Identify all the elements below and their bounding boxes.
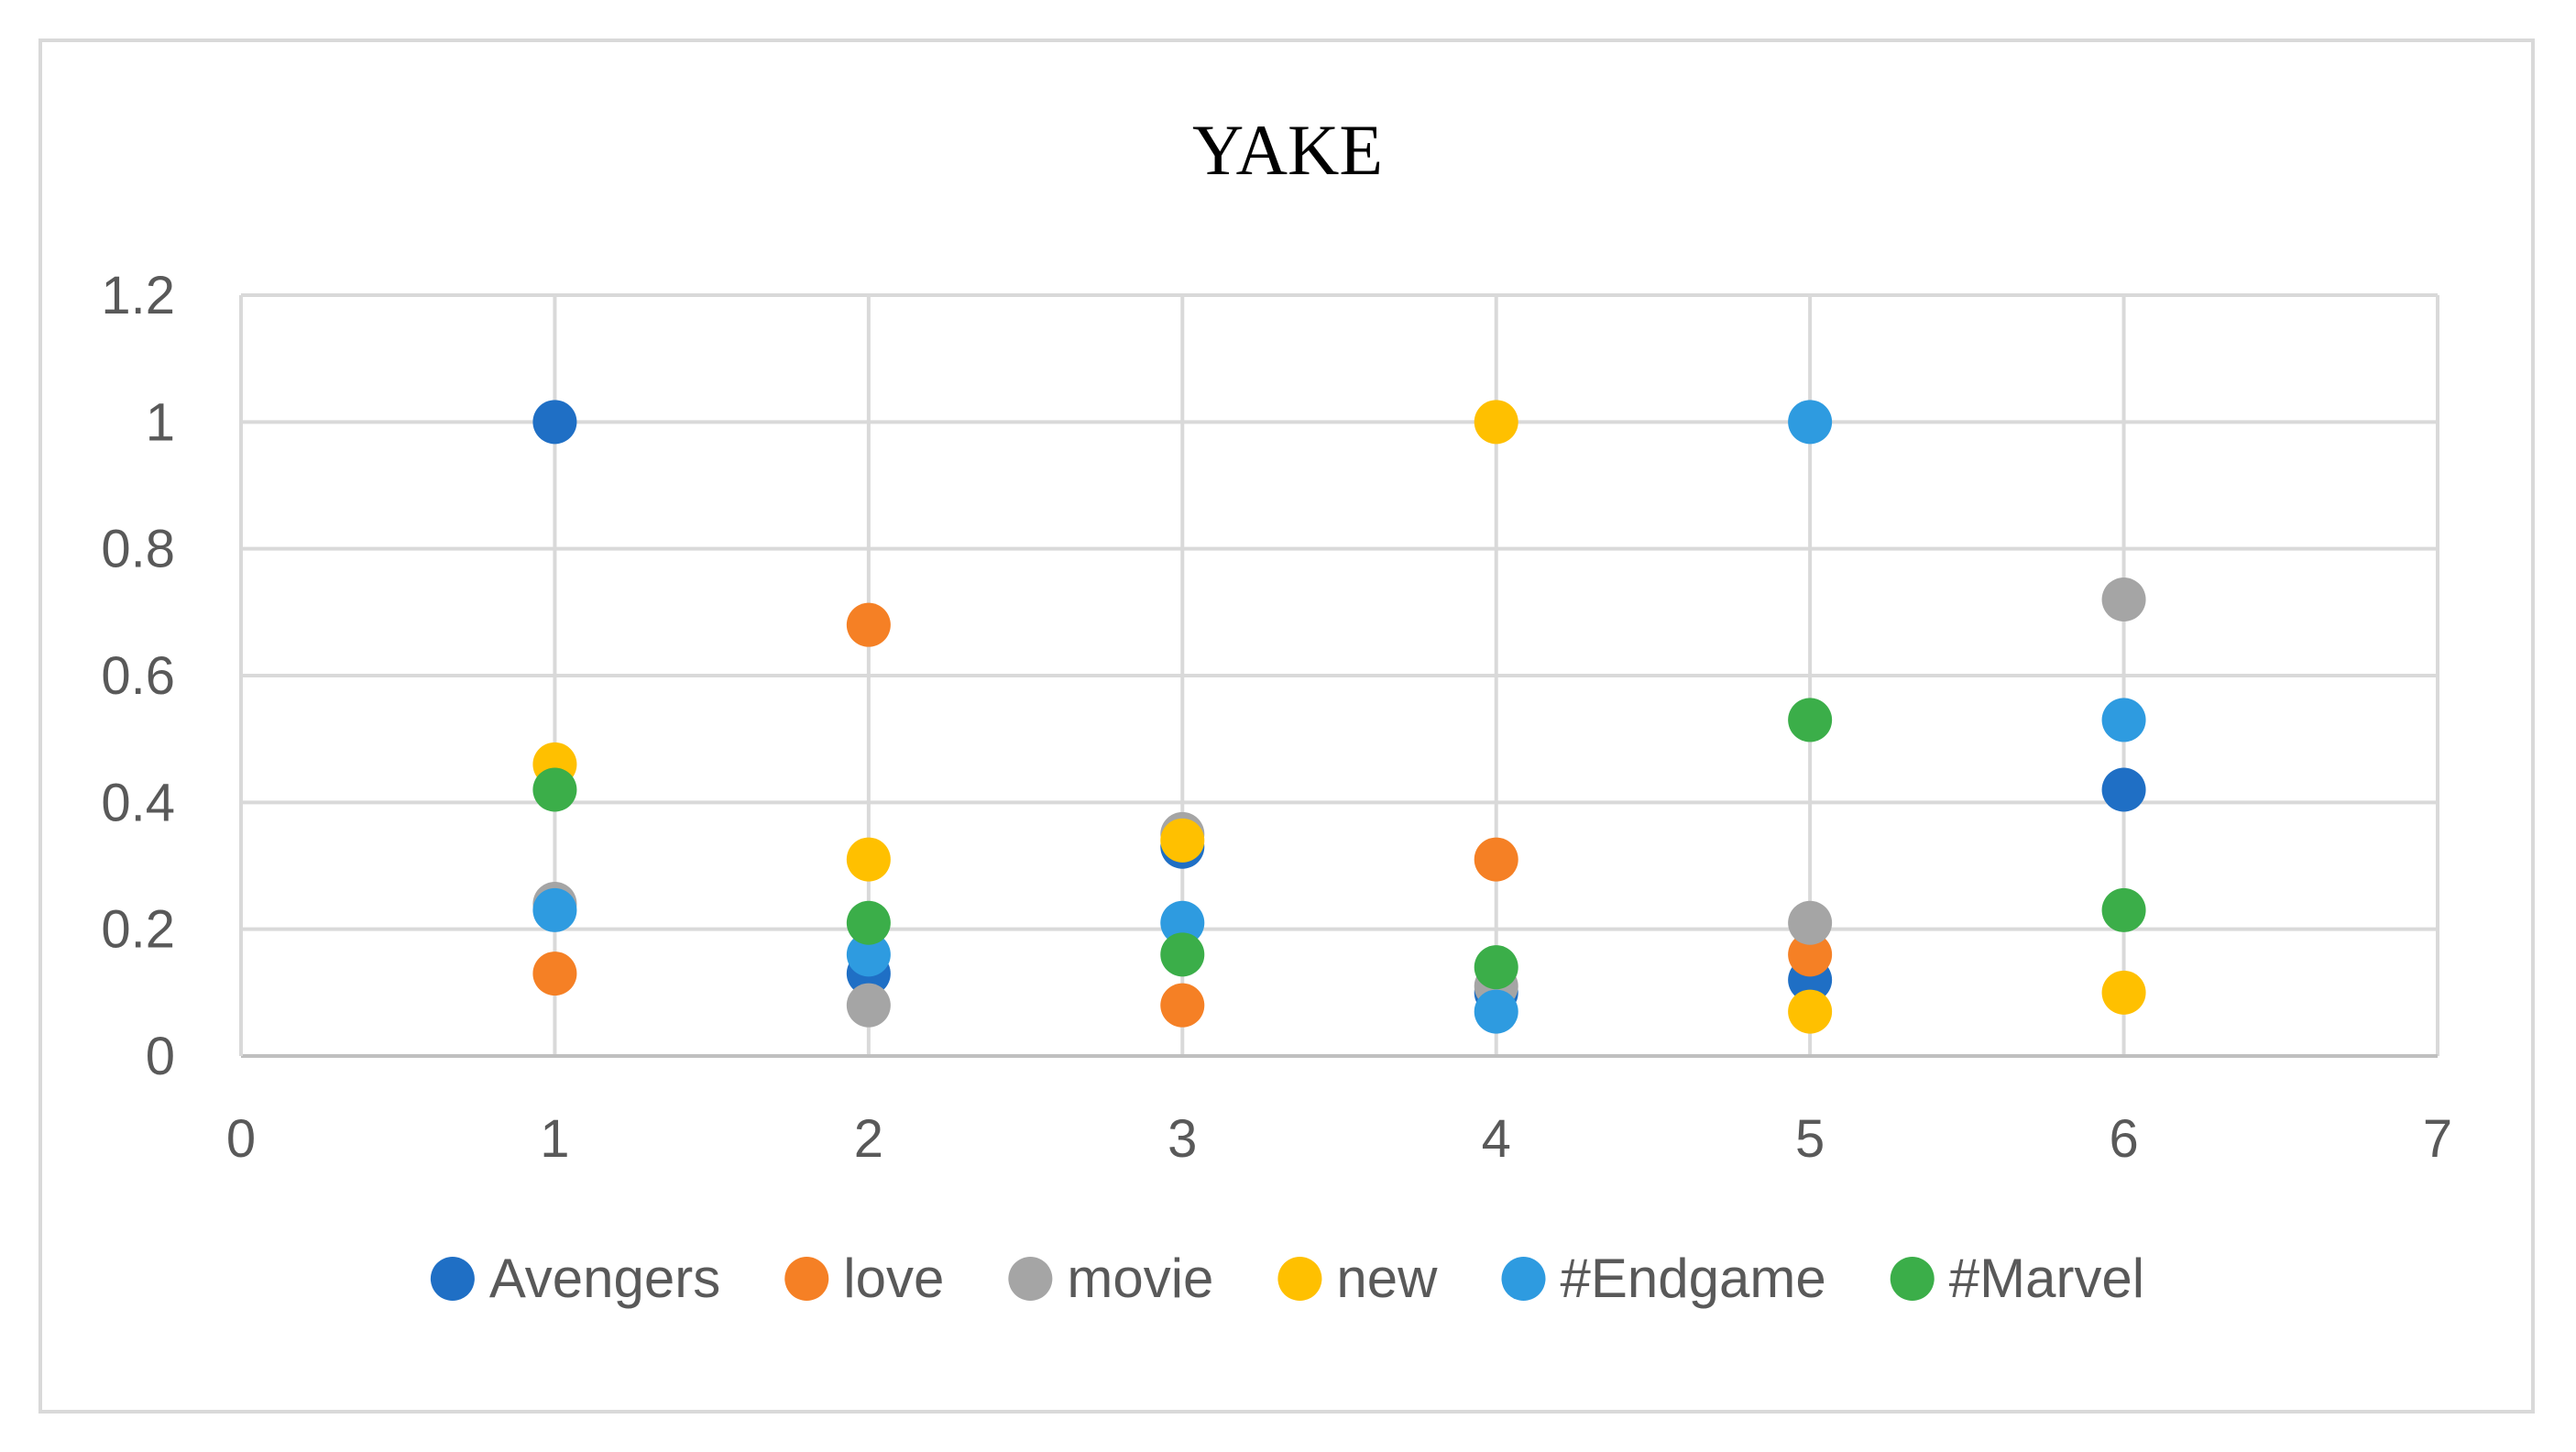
point-new bbox=[1788, 989, 1833, 1034]
point-endgame bbox=[846, 932, 891, 977]
point-endgame bbox=[2101, 698, 2146, 742]
legend-marker-marvel bbox=[1890, 1257, 1935, 1301]
point-marvel bbox=[1474, 945, 1518, 990]
point-endgame bbox=[532, 887, 577, 932]
legend-item-love: love bbox=[784, 1248, 944, 1309]
point-avengers bbox=[2101, 767, 2146, 812]
legend-marker-love bbox=[784, 1257, 829, 1301]
point-love bbox=[1788, 932, 1833, 977]
legend-item-marvel: #Marvel bbox=[1890, 1248, 2144, 1309]
x-tick-label: 3 bbox=[1167, 1109, 1197, 1169]
y-tick-label: 0.4 bbox=[101, 773, 175, 832]
y-tick-label: 0.8 bbox=[101, 520, 175, 579]
legend-marker-new bbox=[1277, 1257, 1322, 1301]
point-new bbox=[846, 837, 891, 882]
legend-marker-movie bbox=[1008, 1257, 1053, 1301]
y-tick-label: 1 bbox=[146, 392, 175, 452]
point-marvel bbox=[532, 767, 577, 812]
point-marvel bbox=[1788, 698, 1833, 742]
point-movie bbox=[2101, 578, 2146, 622]
axes bbox=[239, 295, 2438, 1058]
legend-marker-endgame bbox=[1501, 1257, 1546, 1301]
legend-item-endgame: #Endgame bbox=[1501, 1248, 1826, 1309]
legend-item-new: new bbox=[1277, 1248, 1438, 1309]
x-tick-label: 1 bbox=[540, 1109, 569, 1169]
point-love bbox=[532, 952, 577, 996]
point-new bbox=[1160, 818, 1205, 863]
y-axis-tick-labels: 0 0.2 0.4 0.6 0.8 1 1.2 bbox=[101, 266, 175, 1086]
y-tick-label: 0.6 bbox=[101, 646, 175, 706]
x-tick-label: 0 bbox=[226, 1109, 256, 1169]
x-tick-label: 5 bbox=[1795, 1109, 1825, 1169]
y-tick-label: 0.2 bbox=[101, 900, 175, 960]
x-tick-label: 6 bbox=[2109, 1109, 2138, 1169]
point-marvel bbox=[2101, 887, 2146, 932]
point-marvel bbox=[1160, 932, 1205, 977]
x-tick-label: 4 bbox=[1482, 1109, 1511, 1169]
y-tick-label: 0 bbox=[146, 1027, 175, 1086]
point-love bbox=[1160, 983, 1205, 1028]
point-endgame bbox=[1160, 900, 1205, 945]
y-tick-label: 1.2 bbox=[101, 266, 175, 325]
chart-title: YAKE bbox=[1192, 110, 1383, 190]
point-marvel bbox=[846, 900, 891, 945]
legend-label-avengers: Avengers bbox=[489, 1248, 720, 1309]
x-tick-label: 7 bbox=[2423, 1109, 2452, 1169]
legend-item-movie: movie bbox=[1008, 1248, 1213, 1309]
legend-item-avengers: Avengers bbox=[430, 1248, 720, 1309]
point-love bbox=[846, 602, 891, 647]
point-love bbox=[1474, 837, 1518, 882]
point-new bbox=[2101, 970, 2146, 1015]
legend-label-movie: movie bbox=[1067, 1248, 1213, 1309]
point-movie bbox=[1788, 900, 1833, 945]
x-tick-label: 2 bbox=[854, 1109, 883, 1169]
point-movie bbox=[846, 983, 891, 1028]
legend: Avengers love movie new #Endgame #Marvel bbox=[430, 1248, 2144, 1309]
x-axis-tick-labels: 0 1 2 3 4 5 6 7 bbox=[226, 1109, 2452, 1169]
point-new bbox=[1474, 400, 1518, 445]
legend-label-love: love bbox=[843, 1248, 944, 1309]
legend-marker-avengers bbox=[430, 1257, 475, 1301]
point-avengers bbox=[532, 400, 577, 445]
legend-label-new: new bbox=[1336, 1248, 1438, 1309]
point-endgame bbox=[1788, 400, 1833, 445]
data-points bbox=[532, 400, 2146, 1034]
point-endgame bbox=[1474, 989, 1518, 1034]
legend-label-marvel: #Marvel bbox=[1949, 1248, 2144, 1309]
legend-label-endgame: #Endgame bbox=[1561, 1248, 1826, 1309]
